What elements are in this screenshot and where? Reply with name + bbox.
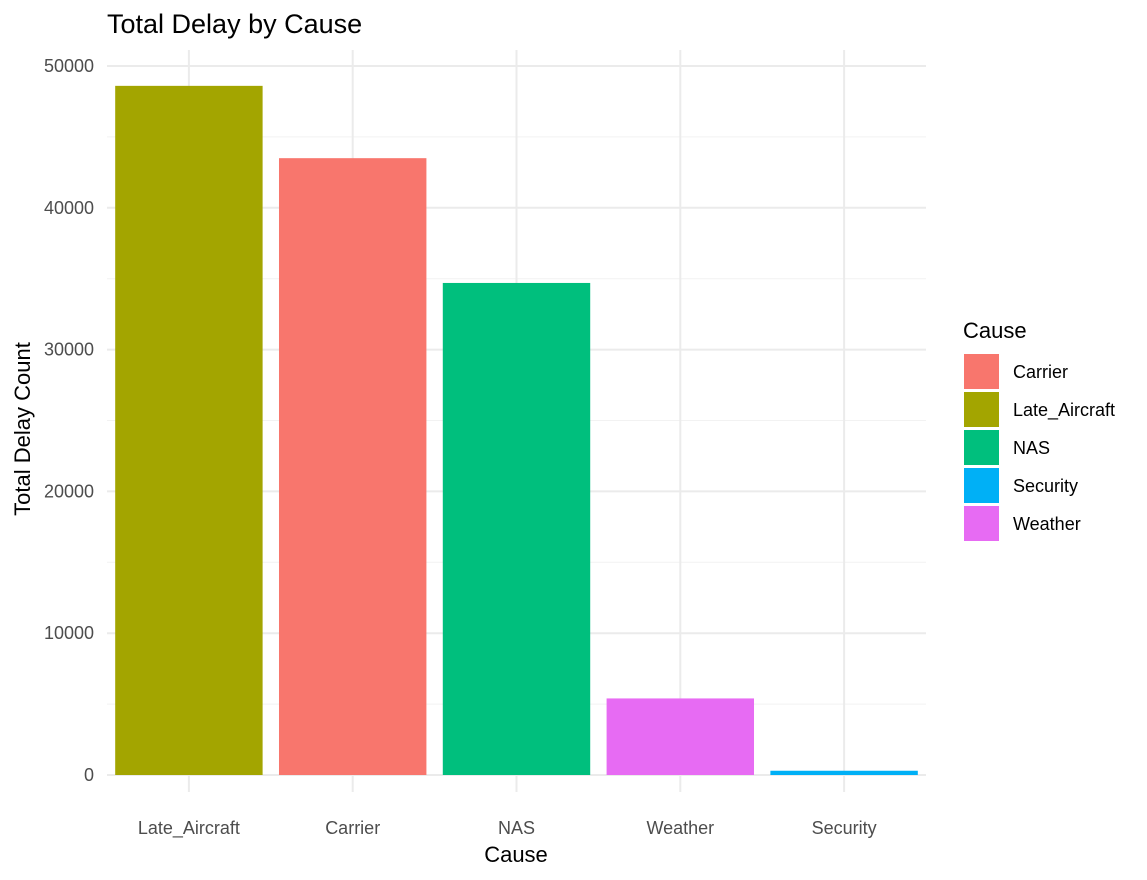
y-tick-label: 50000 (44, 56, 94, 76)
bars (115, 85, 918, 776)
legend-swatch (964, 430, 999, 465)
legend-swatch (964, 468, 999, 503)
legend-swatch (964, 392, 999, 427)
y-axis-title: Total Delay Count (10, 342, 35, 516)
bar-security (770, 770, 918, 775)
bar-carrier (278, 158, 427, 776)
bar-late-aircraft (115, 85, 263, 776)
y-tick-label: 20000 (44, 481, 94, 501)
x-tick-label: Security (812, 818, 877, 838)
legend: Cause Carrier Late_Aircraft NAS Security Wea… (963, 318, 1115, 541)
bar-nas (442, 282, 591, 775)
bar-weather (606, 698, 755, 775)
x-tick-label: NAS (498, 818, 535, 838)
x-tick-label: Late_Aircraft (138, 818, 240, 839)
chart-title: Total Delay by Cause (107, 9, 362, 39)
y-tick-label: 30000 (44, 340, 94, 360)
legend-label: NAS (1013, 438, 1050, 458)
legend-title: Cause (963, 318, 1027, 343)
legend-swatch (964, 354, 999, 389)
x-tick-label: Weather (646, 818, 714, 838)
legend-swatch (964, 506, 999, 541)
y-tick-label: 0 (84, 765, 94, 785)
x-axis-tick-labels: Late_Aircraft Carrier NAS Weather Security (138, 818, 877, 839)
y-tick-label: 10000 (44, 623, 94, 643)
y-tick-label: 40000 (44, 198, 94, 218)
y-axis-tick-labels: 0 10000 20000 30000 40000 50000 (44, 56, 94, 785)
x-tick-label: Carrier (325, 818, 380, 838)
x-axis-title: Cause (484, 842, 548, 867)
legend-label: Security (1013, 476, 1078, 496)
legend-label: Weather (1013, 514, 1081, 534)
legend-label: Late_Aircraft (1013, 400, 1115, 421)
legend-label: Carrier (1013, 362, 1068, 382)
